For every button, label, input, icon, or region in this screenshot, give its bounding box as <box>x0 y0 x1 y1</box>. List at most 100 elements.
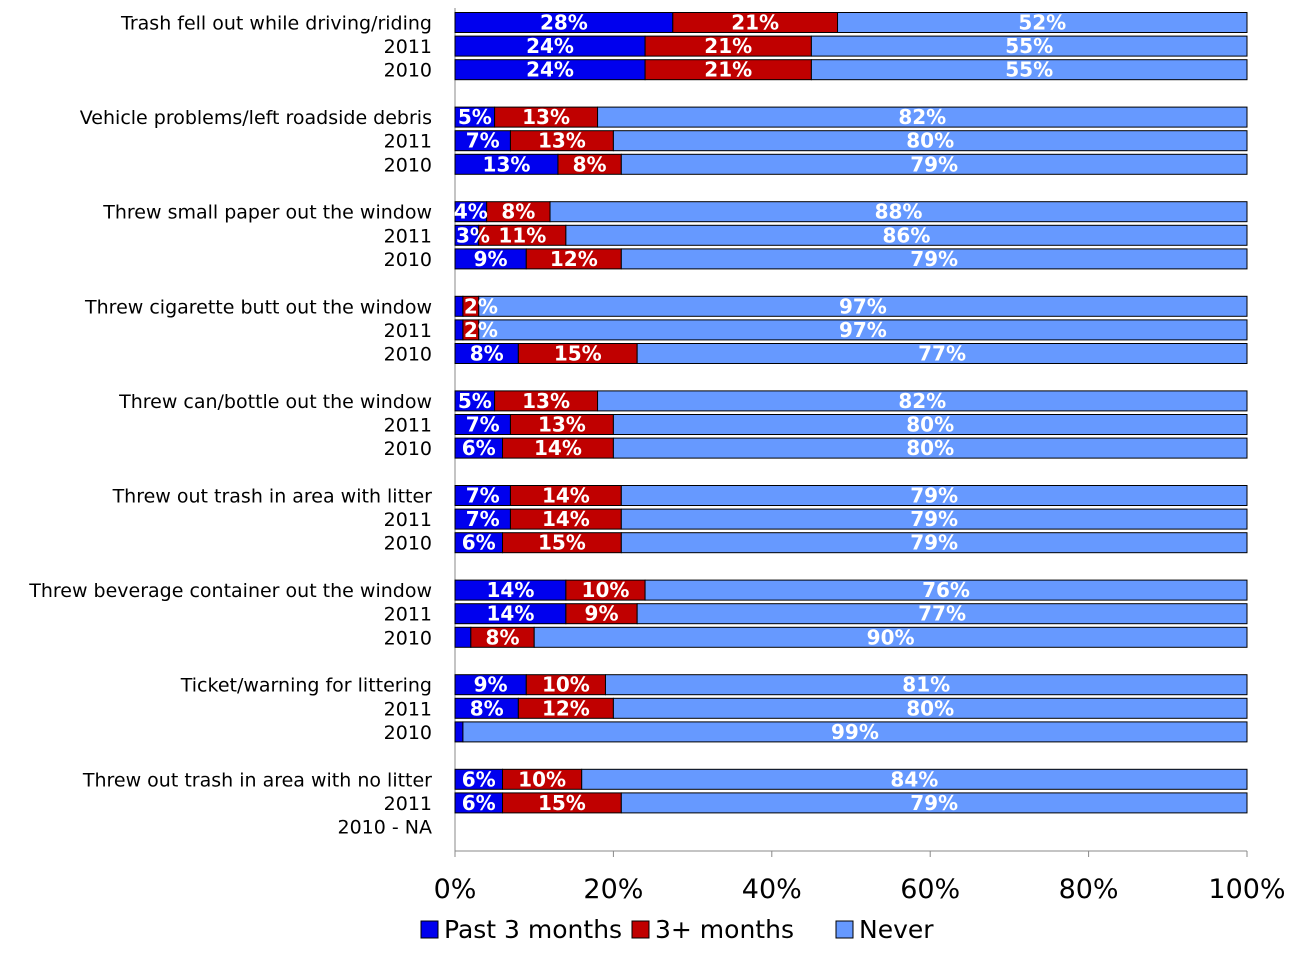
legend-label: Past 3 months <box>444 915 622 944</box>
data-label: 2% <box>464 318 498 342</box>
data-label: 97% <box>839 294 887 318</box>
year-label: 2011 <box>384 793 432 815</box>
category-label: Trash fell out while driving/riding <box>120 13 432 35</box>
year-label: 2010 - NA <box>338 817 433 839</box>
bar-segment-never <box>612 437 1248 459</box>
x-tick-label: 40% <box>742 874 802 905</box>
data-label: 6% <box>462 767 496 791</box>
category-label: Threw out trash in area with no litter <box>82 769 432 791</box>
year-label: 2011 <box>384 698 432 720</box>
data-label: 15% <box>538 531 586 555</box>
data-label: 8% <box>573 152 607 176</box>
data-label: 10% <box>582 578 630 602</box>
bar-row: 2011 7% 13% 80% <box>384 129 1248 153</box>
data-label: 2% <box>464 294 498 318</box>
bar-row: 2011 14% 9% 77% <box>384 602 1248 626</box>
data-label: 7% <box>466 484 500 508</box>
year-label: 2011 <box>384 36 432 58</box>
data-label: 8% <box>501 200 535 224</box>
bar-row: 2011 7% 13% 80% <box>384 413 1248 437</box>
bar-row: 2011 6% 15% 79% <box>384 791 1248 815</box>
data-label: 13% <box>538 129 586 153</box>
bar-segment-never <box>565 224 1248 246</box>
data-label: 80% <box>906 413 954 437</box>
data-label: 13% <box>522 105 570 129</box>
data-label: 14% <box>542 507 590 531</box>
bar-segment-never <box>597 106 1248 128</box>
data-label: 21% <box>704 58 752 82</box>
bar-segment-never <box>620 153 1248 175</box>
data-label: 11% <box>498 223 546 247</box>
data-label: 15% <box>538 791 586 815</box>
category-label: Threw small paper out the window <box>102 202 432 224</box>
category-label: Threw beverage container out the window <box>28 580 432 602</box>
bar-segment-never <box>837 12 1248 33</box>
legend-item: 3+ months <box>631 915 794 944</box>
data-label: 82% <box>898 389 946 413</box>
x-tick-label: 100% <box>1208 874 1285 905</box>
data-label: 24% <box>526 34 574 58</box>
legend-swatch <box>631 920 650 939</box>
data-label: 86% <box>883 223 931 247</box>
bar-row: 2011 3% 11% 86% <box>384 223 1248 247</box>
year-label: 2011 <box>384 225 432 247</box>
bar-row: Vehicle problems/left roadside debris 5% 1… <box>80 105 1248 129</box>
bar-row: Threw beverage container out the window 1… <box>28 578 1248 602</box>
bar-segment-never <box>604 674 1248 696</box>
bar-row: Threw out trash in area with litter 7% 14%… <box>112 484 1248 508</box>
data-label: 55% <box>1005 58 1053 82</box>
bar-segment-never <box>612 697 1248 719</box>
year-label: 2010 <box>384 438 432 460</box>
data-label: 79% <box>910 791 958 815</box>
data-label: 14% <box>487 602 535 626</box>
legend-label: Never <box>859 915 934 944</box>
bar-row: 2010 6% 14% 80% <box>384 436 1248 460</box>
bar-segment-past-3-months <box>454 319 464 341</box>
bar-segment-never <box>612 414 1248 435</box>
category-label: Vehicle problems/left roadside debris <box>80 107 432 129</box>
data-label: 88% <box>875 200 923 224</box>
bar-segment-never <box>620 248 1248 270</box>
x-tick-label: 0% <box>434 874 477 905</box>
bar-segment-never <box>636 603 1248 625</box>
data-label: 80% <box>906 436 954 460</box>
data-label: 10% <box>518 767 566 791</box>
year-label: 2011 <box>384 509 432 531</box>
data-label: 8% <box>486 625 520 649</box>
year-label: 2011 <box>384 415 432 437</box>
bar-row: 2011 2% 97% <box>384 318 1248 342</box>
bar-segment-never <box>478 319 1248 341</box>
data-label: 9% <box>585 602 619 626</box>
bar-row: 2011 7% 14% 79% <box>384 507 1248 531</box>
x-tick-label: 80% <box>1059 874 1119 905</box>
bar-row: Ticket/warning for littering 9% 10% 81% <box>180 673 1248 697</box>
data-label: 79% <box>910 507 958 531</box>
bar-segment-never <box>620 792 1248 814</box>
bar-segment-never <box>810 59 1248 81</box>
data-label: 77% <box>918 342 966 366</box>
bar-segment-never <box>597 390 1248 412</box>
data-label: 99% <box>831 720 879 744</box>
bar-row: Threw out trash in area with no litter 6%… <box>82 767 1248 791</box>
bar-segment-never <box>620 485 1248 506</box>
data-label: 77% <box>918 602 966 626</box>
bar-row: Trash fell out while driving/riding 28% 21… <box>120 11 1248 35</box>
bar-segment-past-3-months <box>454 626 472 648</box>
bar-segment-never <box>810 35 1248 57</box>
bar-segment-never <box>549 201 1248 223</box>
data-label: 13% <box>538 413 586 437</box>
data-label: 6% <box>462 791 496 815</box>
category-label: Threw out trash in area with litter <box>112 486 433 508</box>
data-label: 55% <box>1005 34 1053 58</box>
bar-segment-never <box>462 721 1248 743</box>
data-label: 24% <box>526 58 574 82</box>
bar-row: 2011 24% 21% 55% <box>384 34 1248 58</box>
data-label: 79% <box>910 247 958 271</box>
bar-row: 2010 9% 12% 79% <box>384 247 1248 271</box>
bar-segment-past-3-months <box>454 721 464 743</box>
bar-row: 2010 24% 21% 55% <box>384 58 1248 82</box>
x-tick-label: 60% <box>900 874 960 905</box>
data-label: 80% <box>906 129 954 153</box>
